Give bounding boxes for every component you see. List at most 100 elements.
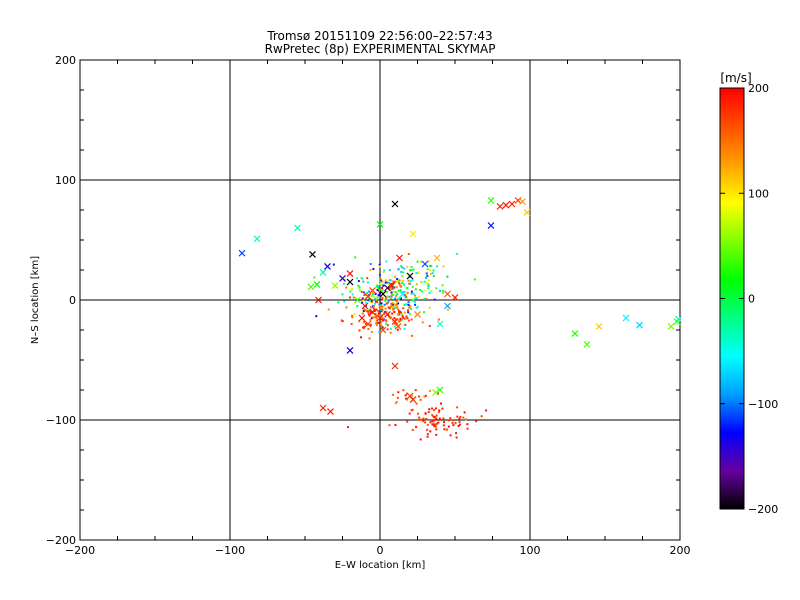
data-point-dot <box>381 296 384 299</box>
data-point-dot <box>458 420 461 423</box>
data-point-dot <box>370 295 373 298</box>
data-point-dot <box>388 279 391 282</box>
data-point-dot <box>416 305 419 308</box>
data-point-dot <box>400 270 403 273</box>
data-point-dot <box>416 260 419 263</box>
data-point-dot <box>436 265 439 268</box>
data-point-dot <box>376 289 379 292</box>
data-point-dot <box>385 320 388 323</box>
data-point-dot <box>362 309 365 312</box>
data-point-dot <box>389 298 392 301</box>
data-point-dot <box>431 423 434 426</box>
data-point-cross <box>294 224 301 232</box>
data-point-dot <box>430 265 433 268</box>
data-point-dot <box>349 290 352 293</box>
data-point-dot <box>427 287 430 290</box>
data-point-cross-stroke <box>436 386 444 394</box>
data-point-dot <box>351 316 354 319</box>
data-point-dot <box>405 303 408 306</box>
data-point-dot <box>376 322 379 325</box>
data-point-cross-stroke <box>414 310 421 318</box>
data-point-cross <box>384 310 391 318</box>
data-point-dot <box>404 295 407 298</box>
data-point-dot <box>372 267 375 270</box>
data-point-dot <box>351 314 354 317</box>
data-point-dot <box>428 291 431 294</box>
data-point-dot <box>456 406 459 409</box>
data-point-cross-stroke <box>583 340 591 348</box>
data-point-dot <box>442 421 445 424</box>
data-point-dot <box>452 424 455 427</box>
data-point-dot <box>399 319 402 322</box>
data-point-dot <box>366 291 369 294</box>
data-point-dot <box>475 420 478 423</box>
data-point-dot <box>402 316 405 319</box>
data-point-dot <box>485 409 488 412</box>
data-point-dot <box>426 423 429 426</box>
data-point-dot <box>402 307 405 310</box>
data-point-dot <box>397 391 400 394</box>
data-point-dot <box>362 326 365 329</box>
data-point-dot <box>401 290 404 293</box>
data-point-cross-stroke <box>409 230 417 238</box>
data-point-cross <box>391 318 399 326</box>
data-point-dot <box>442 289 445 292</box>
data-point-dot <box>407 253 410 256</box>
colorbar-tick-label: −200 <box>748 503 778 516</box>
data-point-cross <box>346 346 354 354</box>
data-point-cross-stroke <box>379 290 387 298</box>
data-point-dot <box>377 289 380 292</box>
data-point-cross <box>313 280 321 288</box>
data-point-dot <box>403 267 406 270</box>
data-point-cross <box>388 282 396 290</box>
data-point-dot <box>409 280 412 283</box>
data-point-dot <box>396 278 399 281</box>
data-point-dot <box>390 291 393 294</box>
data-point-cross <box>319 404 327 412</box>
data-point-cross <box>346 270 354 278</box>
data-point-dot <box>419 418 422 421</box>
data-point-dot <box>378 263 381 266</box>
data-point-dot <box>369 306 372 309</box>
data-point-dot <box>402 389 405 392</box>
data-point-cross-stroke <box>376 314 384 322</box>
data-point-dot <box>375 314 378 317</box>
data-point-dot <box>415 283 418 286</box>
data-point-dot <box>397 308 400 311</box>
data-point-dot <box>435 428 438 431</box>
data-point-dot <box>358 320 361 323</box>
data-point-dot <box>380 310 383 313</box>
data-point-dot <box>459 416 462 419</box>
data-point-dot <box>410 290 413 293</box>
colorbar: [m/s] 200 100 0 −100 −200 <box>719 71 778 516</box>
data-point-cross-stroke <box>636 321 643 329</box>
data-point-cross-stroke <box>327 408 334 416</box>
data-point-dot <box>435 414 438 417</box>
data-point-dot <box>430 289 433 292</box>
data-point-dot <box>462 416 465 419</box>
data-point-cross <box>414 310 421 318</box>
data-point-dot <box>434 407 437 410</box>
data-point-dot <box>410 265 413 268</box>
data-point-dot <box>385 260 388 263</box>
data-point-dot <box>385 297 388 300</box>
data-point-dot <box>395 280 398 283</box>
data-point-dot <box>384 307 387 310</box>
data-point-cross <box>675 315 682 323</box>
data-point-dot <box>370 300 373 303</box>
data-point-cross-stroke <box>324 262 331 270</box>
data-point-dot <box>440 402 443 405</box>
data-point-cross-stroke <box>315 296 322 304</box>
colorbar-tick-label: 0 <box>748 293 755 306</box>
data-point-cross <box>346 278 354 286</box>
data-point-dot <box>434 425 437 428</box>
data-point-dot <box>376 296 379 299</box>
data-point-dot <box>388 307 391 310</box>
data-point-dot <box>372 298 375 301</box>
x-tick-label: 100 <box>520 544 541 557</box>
data-point-dot <box>400 318 403 321</box>
data-point-dot <box>427 279 430 282</box>
data-point-dot <box>400 297 403 300</box>
data-point-cross-stroke <box>361 302 369 310</box>
data-point-cross <box>384 284 391 292</box>
